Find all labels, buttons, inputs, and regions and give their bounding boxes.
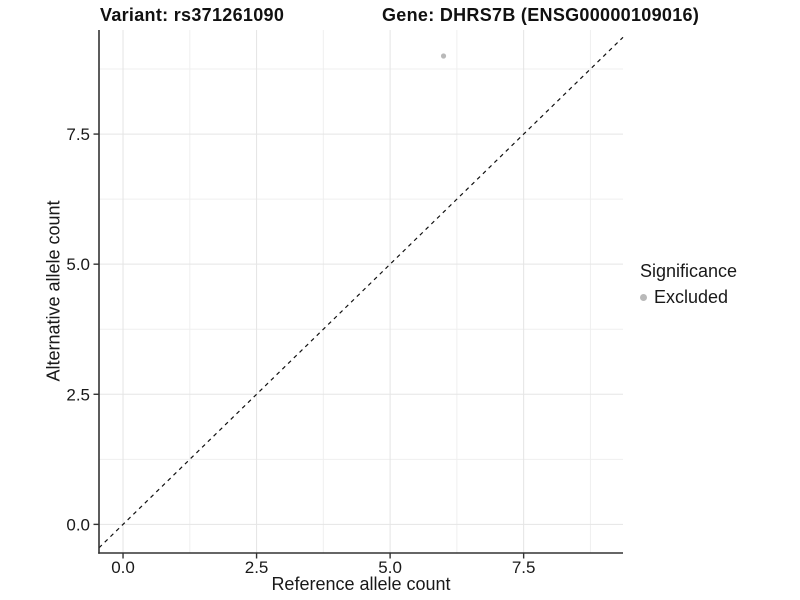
y-tick-label: 7.5	[66, 125, 90, 144]
identity-reference-line	[98, 36, 624, 549]
x-tick-label: 7.5	[512, 558, 536, 577]
legend-title: Significance	[640, 261, 738, 281]
y-tick-label: 2.5	[66, 385, 90, 404]
x-tick-label: 0.0	[111, 558, 135, 577]
legend: Significance Excluded	[640, 261, 737, 308]
x-axis-title: Reference allele count	[271, 574, 451, 594]
legend-point-icon	[640, 294, 647, 301]
legend-entry-excluded: Excluded	[640, 287, 737, 308]
y-axis-title: Alternative allele count	[43, 200, 64, 382]
data-point-excluded	[440, 53, 447, 59]
legend-entry-label: Excluded	[654, 287, 729, 307]
y-tick-label: 5.0	[66, 255, 90, 274]
x-tick-label: 5.0	[378, 558, 402, 577]
x-tick-label: 2.5	[245, 558, 269, 577]
variant-title: Variant: rs371261090	[100, 5, 285, 25]
y-tick-label: 0.0	[66, 515, 90, 534]
gene-title: Gene: DHRS7B (ENSG00000109016)	[382, 5, 700, 25]
